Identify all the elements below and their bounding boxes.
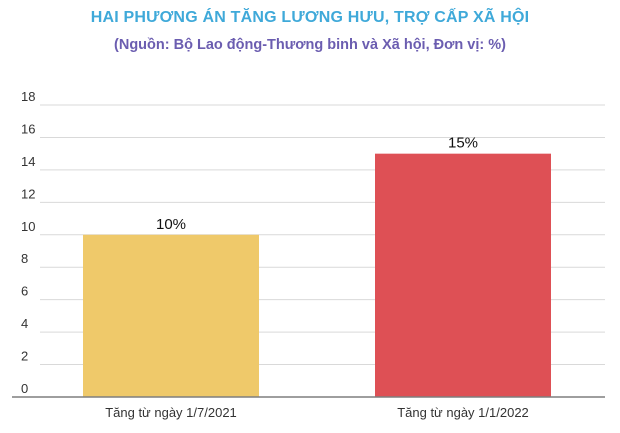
data-label: 10% <box>156 216 186 233</box>
y-tick-label: 4 <box>21 316 28 331</box>
bar <box>83 234 259 397</box>
x-tick-label: Tăng từ ngày 1/7/2021 <box>105 405 237 420</box>
x-tick-label: Tăng từ ngày 1/1/2022 <box>397 405 529 420</box>
y-tick-label: 8 <box>21 251 28 266</box>
y-tick-label: 6 <box>21 284 28 299</box>
chart-title: HAI PHƯƠNG ÁN TĂNG LƯƠNG HƯU, TRỢ CẤP XÃ… <box>90 9 530 26</box>
y-tick-label: 18 <box>21 89 35 104</box>
y-tick-label: 16 <box>21 121 35 136</box>
y-tick-label: 2 <box>21 349 28 364</box>
chart-subtitle: (Nguồn: Bộ Lao động-Thương binh và Xã hộ… <box>114 37 506 53</box>
bar <box>375 153 551 397</box>
data-label: 15% <box>448 135 478 152</box>
y-tick-label: 0 <box>21 381 28 396</box>
y-tick-label: 10 <box>21 219 35 234</box>
y-tick-label: 14 <box>21 154 35 169</box>
y-tick-label: 12 <box>21 186 35 201</box>
